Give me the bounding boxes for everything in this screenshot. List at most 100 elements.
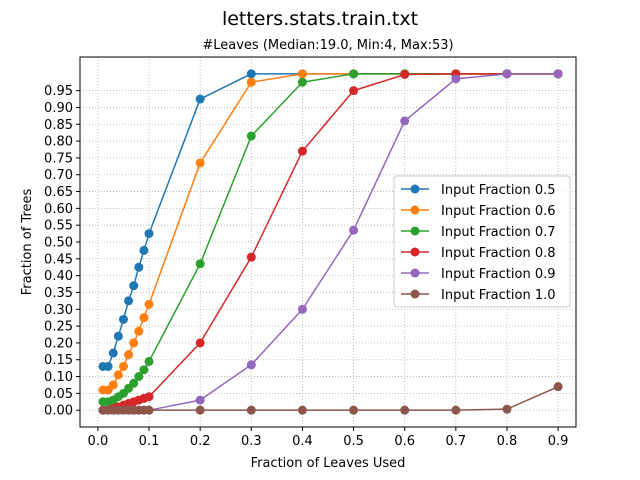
x-tick-label: 0.0	[88, 434, 109, 449]
data-point	[297, 304, 307, 314]
x-tick-label: 0.6	[394, 434, 415, 449]
data-point	[134, 372, 144, 382]
data-point	[451, 405, 461, 415]
data-point	[195, 395, 205, 405]
data-point	[246, 360, 256, 370]
legend-entry: Input Fraction 0.9	[401, 267, 556, 282]
y-axis-label: Fraction of Trees	[20, 189, 35, 296]
data-point	[139, 313, 149, 323]
data-point	[118, 361, 128, 371]
legend-label: Input Fraction 1.0	[441, 288, 556, 303]
plot-area: 0.0 0.1 0.2 0.3 0.4 0.5 0.6 0.7 0.8 0.9 0.000.050…	[44, 56, 577, 449]
legend-entry: Input Fraction 0.7	[401, 225, 556, 240]
data-point	[349, 69, 359, 79]
data-point	[502, 69, 512, 79]
data-point	[195, 259, 205, 269]
data-point	[246, 131, 256, 141]
x-tick-label: 0.1	[139, 434, 160, 449]
legend-marker	[410, 268, 420, 278]
data-point	[246, 405, 256, 415]
y-tick-label: 0.70	[44, 168, 73, 183]
data-point	[129, 281, 139, 291]
chart-title: #Leaves (Median:19.0, Min:4, Max:53)	[202, 38, 453, 53]
legend-marker	[410, 226, 420, 236]
y-tick-label: 0.40	[44, 269, 73, 284]
data-point	[195, 405, 205, 415]
data-point	[502, 404, 512, 414]
legend-label: Input Fraction 0.9	[441, 267, 556, 282]
legend-label: Input Fraction 0.5	[441, 183, 556, 198]
series-layer	[98, 69, 563, 415]
y-tick-label: 0.55	[44, 219, 73, 234]
y-tick-label: 0.50	[44, 236, 73, 251]
data-point	[553, 382, 563, 392]
data-point	[144, 405, 154, 415]
data-point	[144, 392, 154, 402]
y-tick-label: 0.90	[44, 101, 73, 116]
legend-label: Input Fraction 0.6	[441, 204, 556, 219]
data-point	[297, 77, 307, 87]
y-tick-label: 0.95	[44, 84, 73, 99]
legend-marker	[410, 184, 420, 194]
data-point	[297, 405, 307, 415]
data-point	[553, 69, 563, 79]
data-point	[297, 146, 307, 156]
y-tick-label: 0.35	[44, 286, 73, 301]
legend-entry: Input Fraction 0.6	[401, 204, 556, 219]
y-tick-label: 0.80	[44, 135, 73, 150]
series-6	[98, 382, 563, 415]
data-point	[103, 361, 113, 371]
data-point	[113, 331, 123, 341]
y-axis-ticks: 0.00 0.05 0.10 0.15 0.200.25 0.30 0.35 0.40 0.45…	[44, 84, 80, 419]
y-tick-label: 0.65	[44, 185, 73, 200]
legend-label: Input Fraction 0.8	[441, 246, 556, 261]
data-point	[349, 86, 359, 96]
data-point	[246, 77, 256, 87]
data-point	[124, 296, 134, 306]
data-point	[139, 245, 149, 255]
data-point	[108, 380, 118, 390]
data-point	[113, 370, 123, 380]
x-tick-label: 0.2	[190, 434, 211, 449]
x-tick-label: 0.4	[292, 434, 313, 449]
data-point	[129, 338, 139, 348]
data-point	[129, 378, 139, 388]
data-point	[108, 348, 118, 358]
x-axis-label: Fraction of Leaves Used	[251, 456, 406, 471]
legend-entry: Input Fraction 1.0	[401, 288, 556, 303]
y-tick-label: 0.00	[44, 404, 73, 419]
y-tick-label: 0.05	[44, 387, 73, 402]
y-tick-label: 0.75	[44, 151, 73, 166]
x-tick-label: 0.8	[497, 434, 518, 449]
data-point	[139, 365, 149, 375]
x-tick-label: 0.7	[445, 434, 466, 449]
data-point	[297, 69, 307, 79]
legend-label: Input Fraction 0.7	[441, 225, 556, 240]
y-tick-label: 0.20	[44, 336, 73, 351]
y-tick-label: 0.15	[44, 353, 73, 368]
x-tick-label: 0.9	[548, 434, 569, 449]
data-point	[118, 314, 128, 324]
data-point	[195, 158, 205, 168]
y-tick-label: 0.10	[44, 370, 73, 385]
data-point	[451, 74, 461, 84]
legend-box	[393, 175, 571, 308]
legend-marker	[410, 289, 420, 299]
y-tick-label: 0.45	[44, 252, 73, 267]
data-point	[124, 350, 134, 360]
data-point	[400, 116, 410, 126]
y-tick-label: 0.25	[44, 320, 73, 335]
data-point	[195, 338, 205, 348]
data-point	[144, 299, 154, 309]
y-tick-label: 0.85	[44, 118, 73, 133]
data-point	[349, 405, 359, 415]
data-point	[400, 405, 410, 415]
data-point	[246, 69, 256, 79]
data-point	[134, 326, 144, 336]
legend-entry: Input Fraction 0.5	[401, 183, 556, 198]
data-point	[400, 69, 410, 79]
legend: Input Fraction 0.5 Input Fraction 0.6 Inpu…	[393, 175, 571, 308]
data-point	[349, 225, 359, 235]
legend-marker	[410, 247, 420, 257]
data-point	[144, 229, 154, 239]
